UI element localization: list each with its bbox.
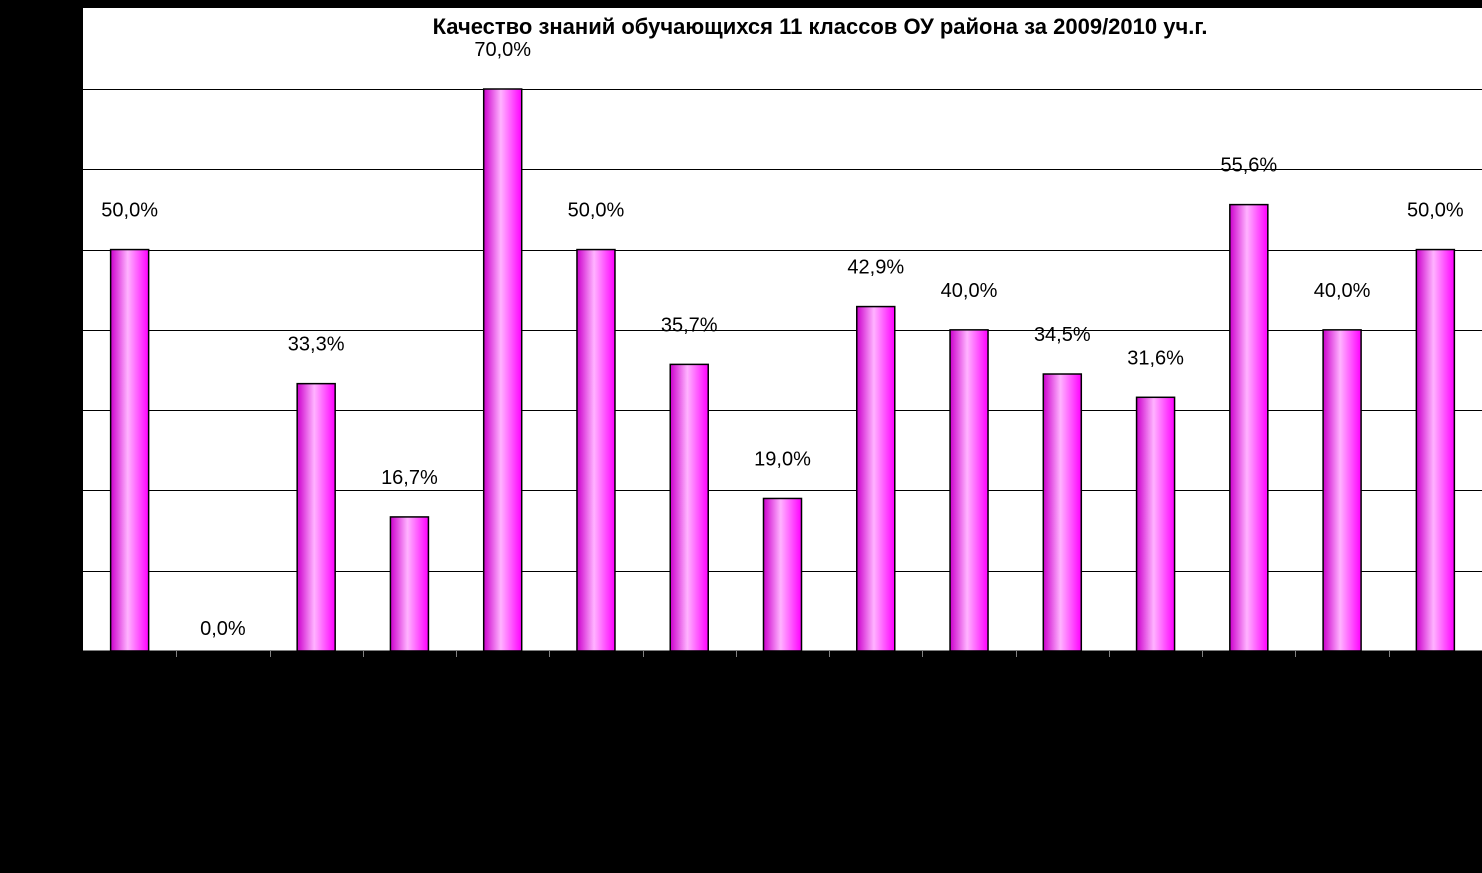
data-label: 19,0% (754, 448, 811, 470)
data-label: 16,7% (381, 467, 438, 489)
data-label: 40,0% (941, 280, 998, 302)
data-label: 70,0% (474, 39, 531, 61)
bar (669, 363, 709, 652)
bar (1135, 396, 1176, 652)
data-label: 0,0% (200, 618, 246, 640)
bar (1415, 248, 1456, 652)
bar (856, 305, 896, 652)
bars (109, 88, 1456, 652)
bar (389, 516, 430, 652)
data-labels: 50,0% 0,0% 33,3% 16,7% 70,0% 50,0% 35,7% 19,0% 4… (101, 39, 1464, 640)
bar (296, 382, 336, 652)
bar (109, 248, 150, 652)
data-label: 55,6% (1220, 155, 1277, 177)
data-label: 50,0% (568, 200, 625, 222)
data-label: 33,3% (288, 334, 345, 356)
data-label: 50,0% (101, 200, 158, 222)
data-label: 31,6% (1127, 347, 1184, 369)
data-label: 50,0% (1407, 200, 1464, 222)
chart-title: Качество знаний обучающихся 11 классов О… (433, 14, 1208, 39)
data-label: 42,9% (847, 257, 904, 279)
bar (762, 497, 803, 652)
data-label: 35,7% (661, 314, 718, 336)
bar (1229, 203, 1269, 652)
bar (949, 329, 989, 652)
data-label: 40,0% (1314, 280, 1371, 302)
bar (1042, 373, 1083, 652)
bar (1322, 329, 1362, 652)
x-axis-ticks (176, 651, 1390, 657)
bar (576, 248, 616, 652)
data-label: 34,5% (1034, 324, 1091, 346)
bar (482, 88, 523, 652)
